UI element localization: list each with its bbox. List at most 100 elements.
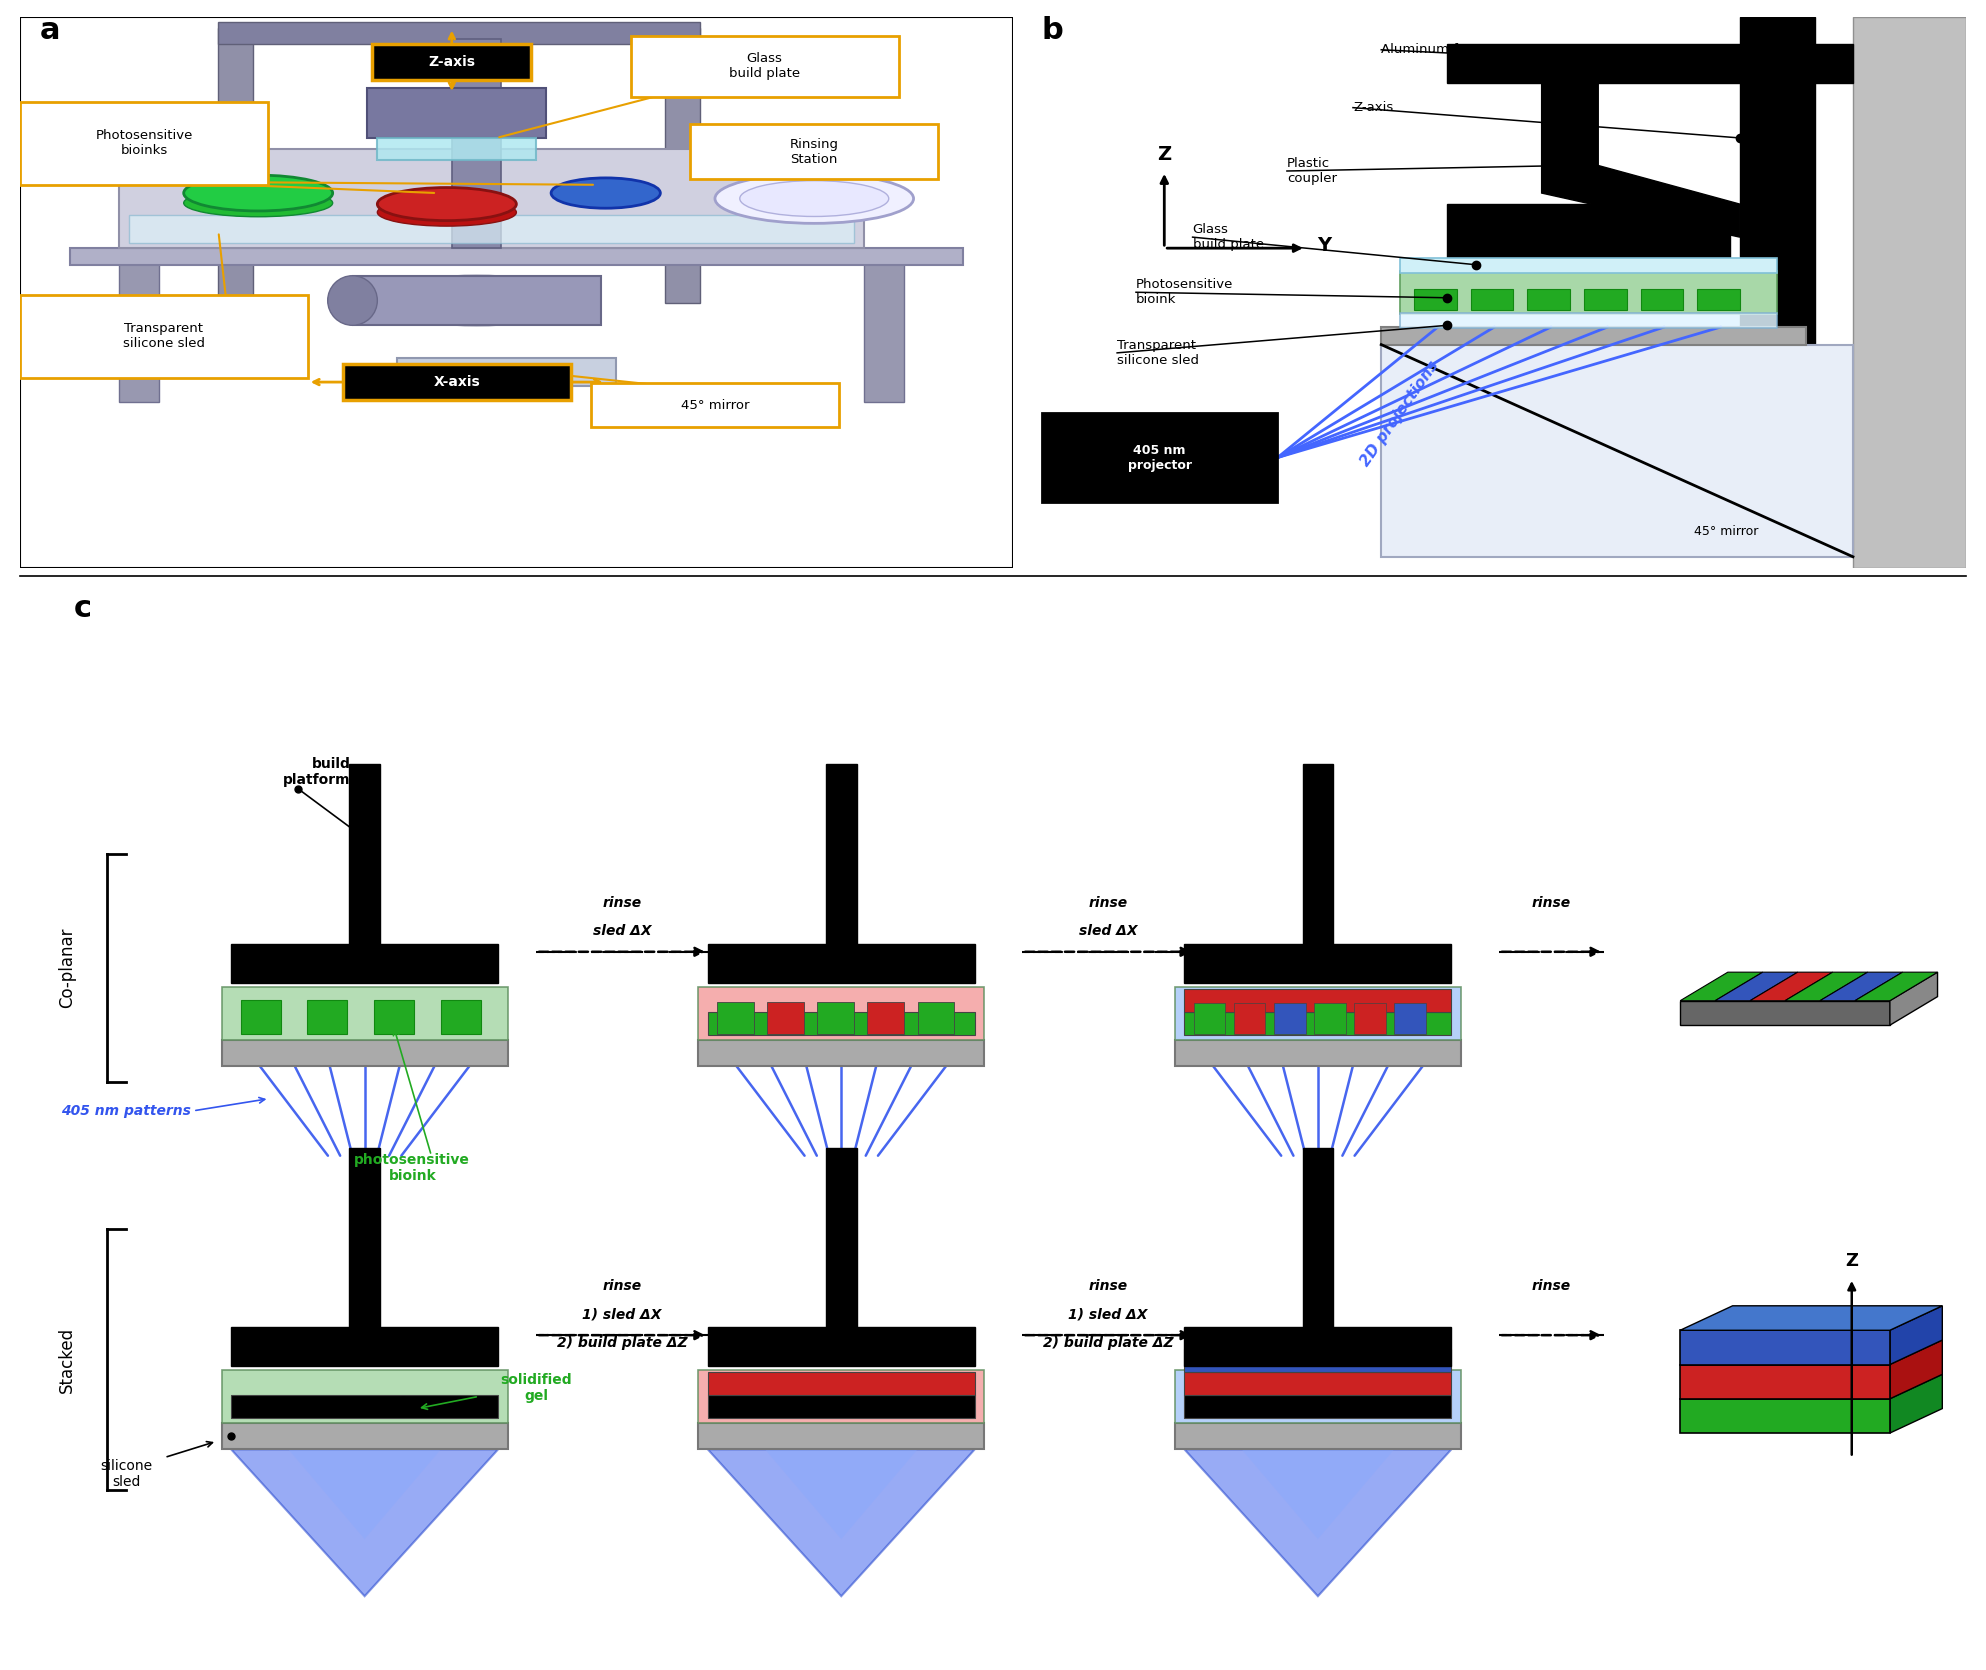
Polygon shape — [1891, 1306, 1942, 1364]
Bar — [707, 1373, 975, 1394]
FancyBboxPatch shape — [592, 382, 840, 428]
Text: Z: Z — [1158, 145, 1172, 164]
Bar — [864, 259, 904, 402]
Ellipse shape — [183, 189, 334, 217]
Polygon shape — [707, 1450, 975, 1597]
Bar — [222, 1423, 508, 1450]
Bar — [1184, 944, 1452, 982]
Text: photosensitive
bioink: photosensitive bioink — [354, 1152, 471, 1182]
Text: Glass
build plate: Glass build plate — [1192, 224, 1263, 250]
Bar — [699, 1371, 985, 1423]
Text: Photosensitive
bioinks: Photosensitive bioinks — [95, 130, 193, 157]
Text: rinse: rinse — [1531, 895, 1571, 910]
Bar — [350, 1147, 379, 1328]
Bar — [1194, 1004, 1225, 1034]
Bar — [441, 1000, 481, 1034]
Bar — [707, 944, 975, 982]
Bar — [1448, 43, 1853, 84]
Bar — [230, 1394, 498, 1418]
Bar — [230, 944, 498, 982]
Bar — [699, 1423, 985, 1450]
Bar — [1448, 204, 1730, 259]
Bar — [453, 38, 500, 249]
Ellipse shape — [377, 187, 516, 220]
Text: X-axis: X-axis — [433, 376, 481, 389]
Text: rinse: rinse — [1088, 895, 1128, 910]
Bar — [665, 28, 701, 304]
Bar — [918, 1002, 953, 1034]
Ellipse shape — [377, 199, 516, 225]
Polygon shape — [1184, 1450, 1452, 1597]
Bar — [1184, 1012, 1452, 1035]
Text: 2) build plate ΔZ: 2) build plate ΔZ — [556, 1336, 687, 1351]
Text: a: a — [40, 15, 60, 45]
Bar — [1233, 1004, 1265, 1034]
Polygon shape — [1680, 1306, 1942, 1331]
Bar — [222, 987, 508, 1040]
Bar — [1184, 1349, 1452, 1373]
Polygon shape — [230, 1450, 498, 1597]
Text: Photosensitive
bioink: Photosensitive bioink — [1136, 279, 1233, 306]
Bar — [1382, 327, 1805, 344]
Bar — [230, 1328, 498, 1366]
Bar — [1400, 257, 1777, 272]
FancyBboxPatch shape — [373, 45, 532, 80]
Ellipse shape — [552, 179, 661, 209]
Bar — [1585, 289, 1627, 311]
Polygon shape — [1680, 972, 1764, 1000]
Bar — [1400, 271, 1777, 314]
Bar — [119, 259, 159, 402]
Bar — [397, 359, 616, 386]
Bar — [1176, 1371, 1462, 1423]
Bar — [1680, 1331, 1891, 1364]
Polygon shape — [1716, 972, 1797, 1000]
Bar — [1680, 1399, 1891, 1433]
Bar — [240, 1000, 280, 1034]
Text: silicone
sled: silicone sled — [99, 1458, 153, 1490]
Polygon shape — [1819, 972, 1903, 1000]
Bar — [308, 1000, 348, 1034]
Bar — [70, 249, 963, 264]
Text: Z-axis: Z-axis — [1352, 102, 1394, 114]
Bar — [377, 139, 536, 160]
Bar — [826, 765, 856, 944]
Bar — [350, 765, 379, 944]
Text: Co-planar: Co-planar — [58, 929, 75, 1009]
Bar — [119, 149, 864, 249]
Polygon shape — [1382, 344, 1853, 556]
Text: rinse: rinse — [1088, 1279, 1128, 1293]
Text: Stacked: Stacked — [58, 1326, 75, 1393]
Bar — [218, 28, 254, 304]
Bar — [139, 229, 834, 259]
Text: 45° mirror: 45° mirror — [681, 399, 749, 412]
FancyBboxPatch shape — [691, 124, 939, 179]
Bar — [699, 1040, 985, 1065]
Bar — [1354, 1004, 1386, 1034]
FancyBboxPatch shape — [20, 102, 268, 185]
Bar — [1184, 1328, 1452, 1366]
Bar — [707, 1394, 975, 1418]
Bar — [1184, 1394, 1452, 1418]
Bar — [1740, 17, 1815, 376]
Bar — [868, 1002, 904, 1034]
Text: rinse: rinse — [602, 1279, 641, 1293]
Bar — [1303, 765, 1333, 944]
Text: 2D projections: 2D projections — [1358, 357, 1442, 469]
Text: 45° mirror: 45° mirror — [1694, 524, 1760, 538]
Bar — [699, 987, 985, 1040]
Text: build
platform: build platform — [282, 757, 350, 788]
Bar — [1698, 289, 1740, 311]
Text: 405 nm
projector: 405 nm projector — [1128, 444, 1192, 471]
Text: b: b — [1043, 15, 1063, 45]
Text: 1) sled ΔX: 1) sled ΔX — [582, 1308, 661, 1323]
Text: Z: Z — [1845, 1252, 1859, 1269]
Ellipse shape — [328, 276, 377, 326]
Ellipse shape — [741, 180, 890, 217]
Text: 2) build plate ΔZ: 2) build plate ΔZ — [1043, 1336, 1174, 1351]
Text: Transparent
silicone sled: Transparent silicone sled — [1116, 339, 1200, 367]
Bar — [1184, 989, 1452, 1012]
Bar — [826, 1147, 856, 1328]
Text: c: c — [73, 595, 91, 623]
Polygon shape — [288, 1450, 441, 1540]
Bar — [707, 1328, 975, 1366]
